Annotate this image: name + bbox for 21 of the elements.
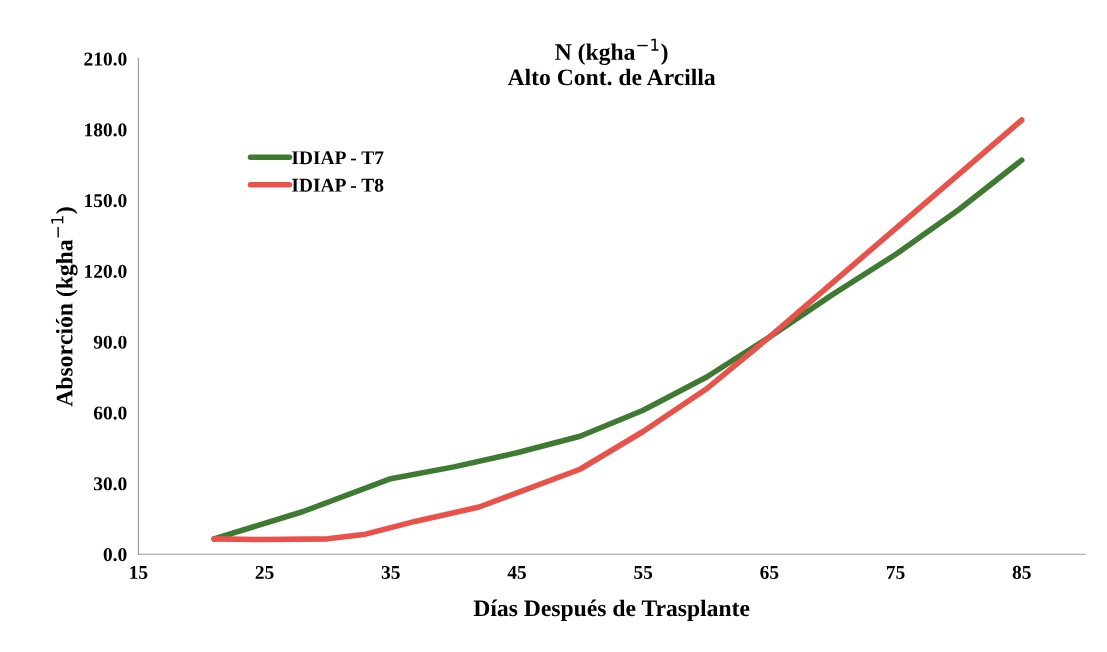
x-tick-label: 25 <box>255 565 274 579</box>
chart-title: N (kgha$^{−1}$) Alto Cont. de Arcilla <box>507 38 716 86</box>
y-tick-label: 180.0 <box>85 123 127 137</box>
x-tick-label: 55 <box>634 566 653 579</box>
y-tick-label: 120.0 <box>85 264 127 279</box>
y-tick-label: 0.0 <box>103 548 127 562</box>
y-axis-title: Absorción (kgha$^{−1}$) <box>51 207 78 407</box>
y-tick-label: 90.0 <box>93 335 127 349</box>
x-tick-label: 85 <box>1012 565 1031 579</box>
x-tick-label: 65 <box>760 565 779 579</box>
x-tick-label: 35 <box>381 565 400 579</box>
y-tick-label: 60.0 <box>93 406 127 420</box>
x-axis-title: Días Después de Trasplante <box>473 599 750 622</box>
y-tick-label: 30.0 <box>93 477 127 491</box>
y-tick-label: 150.0 <box>85 194 127 208</box>
x-tick-label: 15 <box>130 565 148 579</box>
legend-label: IDIAP - T8 <box>292 178 384 192</box>
y-tick-label: 210.0 <box>84 52 127 66</box>
x-tick-label: 45 <box>507 566 526 579</box>
legend-label: IDIAP - T7 <box>292 151 384 165</box>
x-tick-label: 75 <box>886 566 905 579</box>
